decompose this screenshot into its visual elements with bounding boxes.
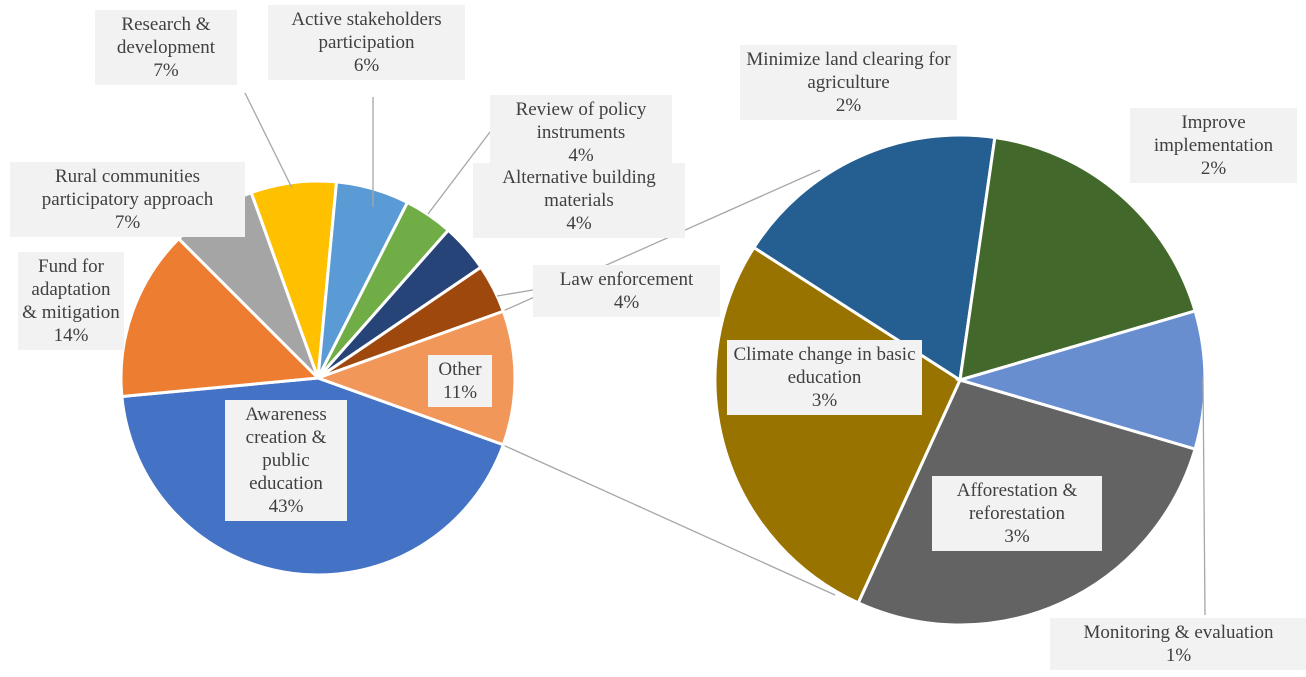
category-label: Afforestation & reforestation — [956, 480, 1078, 524]
pie-slice — [958, 135, 1197, 383]
leader-line — [1202, 377, 1206, 616]
leader-line — [427, 131, 491, 215]
value-label: 6% — [353, 55, 380, 76]
category-label: Alternative building materials — [502, 167, 656, 211]
data-label: Active stakeholders participation 6% — [268, 5, 465, 80]
pie-slice — [713, 245, 962, 605]
data-label: Rural communities participatory approach… — [10, 162, 245, 237]
category-label: Other — [438, 359, 482, 380]
data-label: Fund for adaptation & mitigation 14% — [18, 252, 124, 350]
value-label: 4% — [613, 292, 640, 313]
data-label: Minimize land clearing for agriculture 2% — [740, 45, 957, 120]
value-label: 2% — [1200, 158, 1227, 179]
value-label: 43% — [268, 496, 304, 517]
data-label: Law enforcement 4% — [533, 265, 720, 317]
leader-line — [244, 92, 293, 189]
pie-slice — [954, 309, 1207, 451]
value-label: 4% — [568, 145, 594, 166]
data-label: Afforestation & reforestation 3% — [932, 476, 1102, 551]
value-label: 4% — [566, 213, 592, 234]
data-label: Other 11% — [428, 355, 492, 407]
category-label: Awareness creation & public education — [245, 404, 327, 494]
data-label: Improve implementation 2% — [1130, 108, 1297, 183]
category-label: Monitoring & evaluation — [1083, 622, 1274, 643]
data-label: Awareness creation & public education 43% — [225, 400, 347, 521]
category-label: Law enforcement — [559, 269, 694, 290]
category-label: Active stakeholders participation — [291, 9, 442, 53]
pie-slice — [119, 236, 322, 399]
value-label: 3% — [811, 390, 838, 411]
value-label: 7% — [153, 60, 179, 81]
value-label: 11% — [442, 382, 478, 403]
category-label: Minimize land clearing for agriculture — [746, 49, 951, 93]
value-label: 1% — [1165, 645, 1192, 666]
category-label: Review of policy instruments — [515, 99, 647, 143]
value-label: 7% — [114, 212, 141, 233]
category-label: Rural communities participatory approach — [41, 166, 214, 210]
value-label: 3% — [1004, 526, 1030, 547]
data-label: Research & development 7% — [95, 10, 237, 85]
data-label: Monitoring & evaluation 1% — [1050, 618, 1306, 670]
value-label: 2% — [835, 95, 862, 116]
data-label: Climate change in basic education 3% — [727, 340, 922, 415]
data-label: Alternative building materials 4% — [473, 163, 685, 238]
leader-line — [496, 289, 534, 297]
pie-slice — [751, 133, 997, 383]
category-label: Fund for adaptation & mitigation — [22, 256, 120, 323]
value-label: 14% — [53, 325, 89, 346]
category-label: Improve implementation — [1153, 112, 1274, 156]
pie-slice — [313, 309, 517, 447]
connector-line — [502, 444, 836, 596]
data-label: Review of policy instruments 4% — [490, 95, 672, 170]
category-label: Research & development — [116, 14, 216, 58]
category-label: Climate change in basic education — [733, 344, 916, 388]
